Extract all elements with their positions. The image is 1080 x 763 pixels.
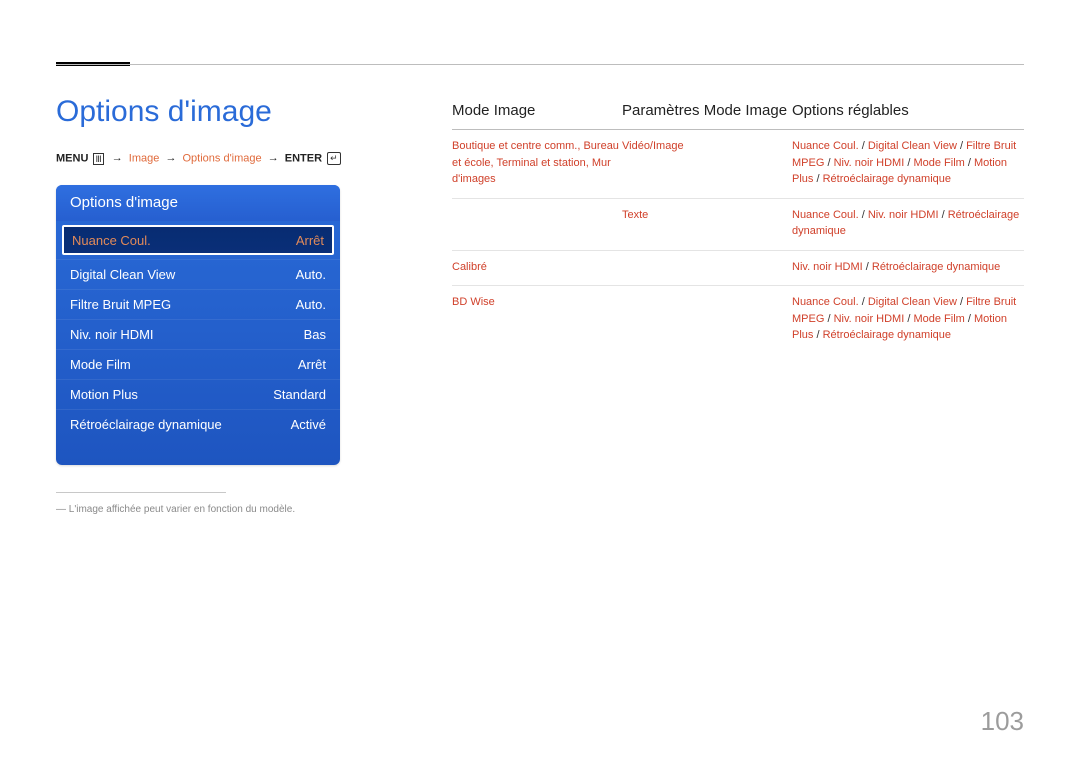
breadcrumb-enter: ENTER: [285, 152, 322, 164]
table-header-row: Mode Image Paramètres Mode Image Options…: [452, 102, 1024, 130]
menu-rows-container: Nuance Coul. Arrêt Digital Clean View Auto.…: [56, 225, 340, 439]
header-mode: Mode Image: [452, 102, 622, 119]
cell-options: Nuance Coul. / Digital Clean View / Filt…: [792, 294, 1024, 344]
option-item: Mode Film: [913, 157, 964, 169]
table-row: Boutique et centre comm., Bureau et écol…: [452, 130, 1024, 199]
option-item: Rétroéclairage dynamique: [823, 173, 951, 185]
menu-icon: Ⅲ: [93, 153, 103, 165]
menu-row[interactable]: Digital Clean View Auto.: [56, 259, 340, 289]
menu-row[interactable]: Niv. noir HDMI Bas: [56, 319, 340, 349]
menu-row[interactable]: Mode Film Arrêt: [56, 349, 340, 379]
menu-panel: Options d'image Nuance Coul. Arrêt Digital…: [56, 185, 340, 465]
option-separator: /: [957, 140, 966, 152]
option-separator: /: [957, 296, 966, 308]
menu-row[interactable]: Nuance Coul. Arrêt: [62, 225, 334, 255]
cell-options: Nuance Coul. / Digital Clean View / Filt…: [792, 138, 1024, 188]
cell-options: Niv. noir HDMI / Rétroéclairage dynamiqu…: [792, 259, 1024, 276]
menu-row[interactable]: Filtre Bruit MPEG Auto.: [56, 289, 340, 319]
option-separator: /: [965, 157, 974, 169]
menu-row-value: Standard: [273, 387, 326, 402]
option-item: Nuance Coul.: [792, 209, 859, 221]
option-separator: /: [824, 157, 833, 169]
option-item: Nuance Coul.: [792, 296, 859, 308]
menu-row-value: Bas: [304, 327, 326, 342]
menu-row-value: Arrêt: [298, 357, 326, 372]
cell-options: Nuance Coul. / Niv. noir HDMI / Rétroécl…: [792, 207, 1024, 240]
breadcrumb-image: Image: [129, 152, 160, 164]
menu-row-value: Activé: [291, 417, 326, 432]
table-row: BD Wise Nuance Coul. / Digital Clean View…: [452, 286, 1024, 354]
enter-icon: ↵: [327, 152, 341, 165]
option-item: Digital Clean View: [868, 296, 957, 308]
menu-row-value: Arrêt: [296, 233, 324, 248]
table-row: TexteNuance Coul. / Niv. noir HDMI / Rét…: [452, 199, 1024, 251]
table-body: Boutique et centre comm., Bureau et écol…: [452, 130, 1024, 354]
option-item: Niv. noir HDMI: [834, 157, 905, 169]
menu-row[interactable]: Motion Plus Standard: [56, 379, 340, 409]
option-separator: /: [813, 173, 822, 185]
option-separator: /: [939, 209, 948, 221]
menu-row-value: Auto.: [296, 297, 326, 312]
option-separator: /: [859, 209, 868, 221]
option-separator: /: [863, 261, 872, 273]
footnote-rule: [56, 492, 226, 493]
page-number: 103: [981, 706, 1024, 737]
option-item: Niv. noir HDMI: [834, 313, 905, 325]
breadcrumb-arrow-1: →: [112, 152, 123, 164]
menu-row-label: Filtre Bruit MPEG: [70, 297, 171, 312]
cell-param: [622, 259, 792, 276]
menu-panel-title: Options d'image: [56, 185, 340, 221]
menu-row-label: Rétroéclairage dynamique: [70, 417, 222, 432]
option-separator: /: [859, 296, 868, 308]
menu-row-label: Mode Film: [70, 357, 131, 372]
option-item: Niv. noir HDMI: [792, 261, 863, 273]
cell-param: [622, 294, 792, 344]
page: Options d'image MENU Ⅲ → Image → Options…: [0, 0, 1080, 763]
breadcrumb-options: Options d'image: [183, 152, 262, 164]
menu-row-label: Nuance Coul.: [72, 233, 151, 248]
breadcrumb-menu: MENU: [56, 152, 88, 164]
menu-row-label: Motion Plus: [70, 387, 138, 402]
header-param: Paramètres Mode Image: [622, 102, 792, 119]
cell-param: Texte: [622, 207, 792, 240]
cell-mode: Boutique et centre comm., Bureau et écol…: [452, 138, 622, 188]
option-item: Rétroéclairage dynamique: [872, 261, 1000, 273]
option-item: Nuance Coul.: [792, 140, 859, 152]
footnote: ― L'image affichée peut varier en foncti…: [56, 504, 295, 515]
option-item: Mode Film: [913, 313, 964, 325]
options-table: Mode Image Paramètres Mode Image Options…: [452, 102, 1024, 354]
menu-row-label: Niv. noir HDMI: [70, 327, 154, 342]
menu-row-label: Digital Clean View: [70, 267, 175, 282]
cell-mode: BD Wise: [452, 294, 622, 344]
cell-mode: Calibré: [452, 259, 622, 276]
option-item: Niv. noir HDMI: [868, 209, 939, 221]
option-separator: /: [813, 329, 822, 341]
cell-param: Vidéo/Image: [622, 138, 792, 188]
breadcrumb-arrow-2: →: [165, 152, 176, 164]
option-item: Digital Clean View: [868, 140, 957, 152]
option-separator: /: [824, 313, 833, 325]
heading-rule: [56, 64, 1024, 65]
main-heading: Options d'image: [56, 95, 272, 129]
header-opt: Options réglables: [792, 102, 1024, 119]
breadcrumb: MENU Ⅲ → Image → Options d'image → ENTER…: [56, 152, 343, 165]
option-item: Rétroéclairage dynamique: [823, 329, 951, 341]
table-row: Calibré Niv. noir HDMI / Rétroéclairage d…: [452, 251, 1024, 287]
cell-mode: [452, 207, 622, 240]
breadcrumb-arrow-3: →: [268, 152, 279, 164]
menu-row[interactable]: Rétroéclairage dynamique Activé: [56, 409, 340, 439]
option-separator: /: [965, 313, 974, 325]
menu-row-value: Auto.: [296, 267, 326, 282]
option-separator: /: [859, 140, 868, 152]
